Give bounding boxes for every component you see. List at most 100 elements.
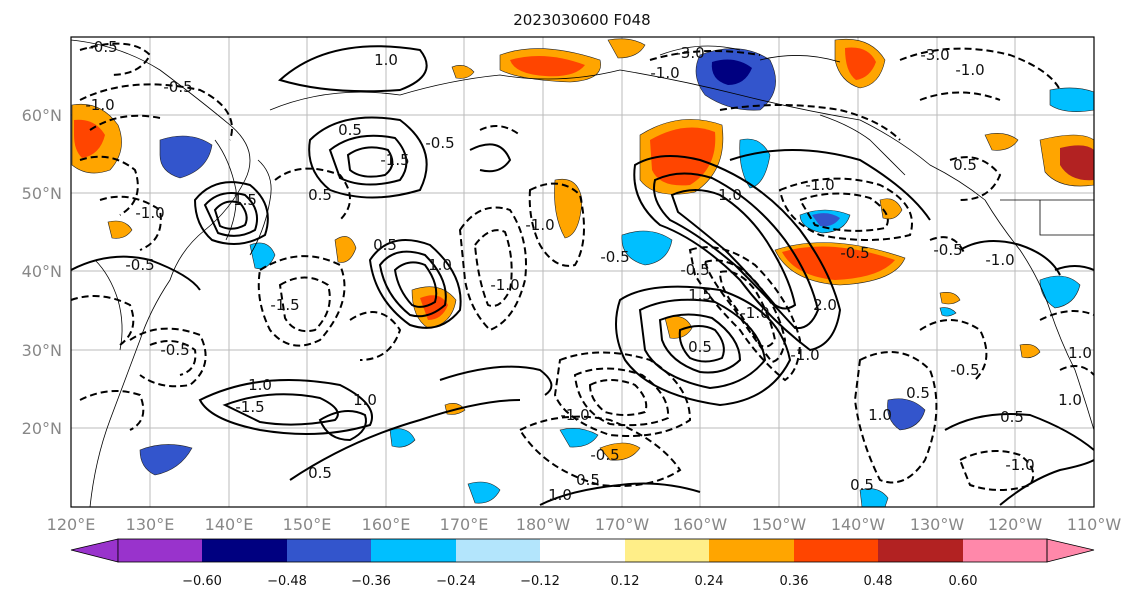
contour-label: 0.5	[850, 476, 874, 494]
colorbar-segment	[540, 539, 625, 562]
lon-label: 130°E	[126, 515, 175, 534]
colorbar-tick: −0.36	[351, 574, 391, 589]
lon-label: 150°W	[752, 515, 807, 534]
map-border	[70, 36, 1095, 508]
contour-label: 1.0	[248, 376, 272, 394]
contour-label: -1.5	[235, 398, 264, 416]
contour-label: -1.0	[790, 346, 819, 364]
lon-label: 140°W	[831, 515, 886, 534]
contour-label: -0.5	[590, 446, 619, 464]
contour-label: -0.5	[163, 78, 192, 96]
contour-label: 0.5	[308, 464, 332, 482]
colorbar-segment	[118, 539, 202, 562]
contour-label: 1.0	[353, 391, 377, 409]
contour-label: -1.0	[805, 176, 834, 194]
contour-label: 1.5	[688, 286, 712, 304]
lon-label: 160°E	[362, 515, 411, 534]
lon-label: 160°W	[673, 515, 728, 534]
colorbar-segment	[371, 539, 456, 562]
colorbar-segment	[625, 539, 709, 562]
contour-label: 1.0	[1068, 344, 1092, 362]
colorbar-tick: 0.36	[780, 574, 809, 589]
contour-label: 0.5	[373, 236, 397, 254]
contour-labels: -0.5 1.0 -0.5 -1.0 0.5 -1.5 -0.5 1.5 -0.…	[85, 38, 1092, 504]
contour-label: -0.5	[950, 361, 979, 379]
colorbar-segment	[456, 539, 540, 562]
colorbar: −0.60 −0.48 −0.36 −0.24 −0.12 0.12 0.24 …	[70, 538, 1095, 589]
colorbar-extend-high	[1046, 538, 1095, 563]
colorbar-tick: 0.60	[949, 574, 978, 589]
contour-label: 0.5	[576, 471, 600, 489]
contour-label: 0.5	[906, 384, 930, 402]
colorbar-tick: −0.24	[436, 574, 476, 589]
contour-label: -1.0	[740, 304, 769, 322]
contour-label: -0.5	[125, 256, 154, 274]
colorbar-segment	[794, 539, 878, 562]
contour-label: -3.0	[920, 46, 949, 64]
contour-label: -0.5	[840, 244, 869, 262]
contour-label: -0.5	[933, 241, 962, 259]
contour-label: -0.5	[88, 38, 117, 56]
latitude-labels: 60°N 50°N 40°N 30°N 20°N	[22, 106, 62, 438]
colorbar-tick: 0.12	[611, 574, 640, 589]
contour-label: -0.5	[680, 261, 709, 279]
contour-label: 1.0	[1058, 391, 1082, 409]
lat-label: 50°N	[22, 184, 62, 203]
contour-label: 0.5	[953, 156, 977, 174]
colorbar-tick: −0.48	[267, 574, 307, 589]
contour-label: -0.5	[425, 134, 454, 152]
lat-label: 20°N	[22, 419, 62, 438]
lat-label: 30°N	[22, 341, 62, 360]
lon-label: 170°W	[595, 515, 650, 534]
contour-label: 1.5	[233, 191, 257, 209]
coastlines	[70, 39, 1095, 508]
lon-label: 140°E	[205, 515, 254, 534]
lon-label: 120°E	[47, 515, 96, 534]
contour-label: 0.5	[338, 121, 362, 139]
negative-contours	[70, 42, 1095, 491]
contour-label: -1.5	[270, 296, 299, 314]
colorbar-tick: 0.48	[864, 574, 893, 589]
contour-label: 2.0	[813, 296, 837, 314]
contour-label: 0.5	[688, 338, 712, 356]
lon-label: 110°W	[1067, 515, 1122, 534]
colorbar-segment	[709, 539, 794, 562]
contour-label: -0.5	[160, 341, 189, 359]
contour-label: 1.0	[428, 256, 452, 274]
contour-label: -1.0	[560, 406, 589, 424]
colorbar-segment	[287, 539, 371, 562]
positive-contours	[70, 45, 1095, 506]
colorbar-segment	[963, 539, 1047, 562]
colorbar-segment	[202, 539, 287, 562]
contour-label: -1.0	[135, 204, 164, 222]
contour-label: 0.5	[308, 186, 332, 204]
map-panel: -0.5 1.0 -0.5 -1.0 0.5 -1.5 -0.5 1.5 -0.…	[70, 36, 1095, 508]
contour-label: 0.5	[1000, 408, 1024, 426]
contour-label: -1.0	[1005, 456, 1034, 474]
lon-label: 180°W	[516, 515, 571, 534]
colorbar-tick: −0.60	[182, 574, 222, 589]
contour-label: -0.5	[600, 248, 629, 266]
colorbar-tick: −0.12	[520, 574, 560, 589]
contour-label: 1.0	[718, 186, 742, 204]
lat-label: 40°N	[22, 262, 62, 281]
lon-label: 120°W	[988, 515, 1043, 534]
contour-label: -1.0	[490, 276, 519, 294]
colorbar-extend-low	[70, 538, 119, 563]
contour-label: -1.5	[380, 151, 409, 169]
contour-label: 1.0	[548, 486, 572, 504]
contour-label: -1.0	[650, 64, 679, 82]
lon-label: 150°E	[283, 515, 332, 534]
lon-label: 130°W	[910, 515, 965, 534]
contour-label: -1.0	[985, 251, 1014, 269]
contour-label: -1.0	[85, 96, 114, 114]
colorbar-segment	[878, 539, 963, 562]
map-title: 2023030600 F048	[513, 11, 650, 29]
contour-label: 1.0	[868, 406, 892, 424]
lat-label: 60°N	[22, 106, 62, 125]
colorbar-tick: 0.24	[695, 574, 724, 589]
contour-label: 1.0	[374, 51, 398, 69]
contour-label: -3.0	[675, 44, 704, 62]
contour-label: -1.0	[525, 216, 554, 234]
lon-label: 170°E	[440, 515, 489, 534]
